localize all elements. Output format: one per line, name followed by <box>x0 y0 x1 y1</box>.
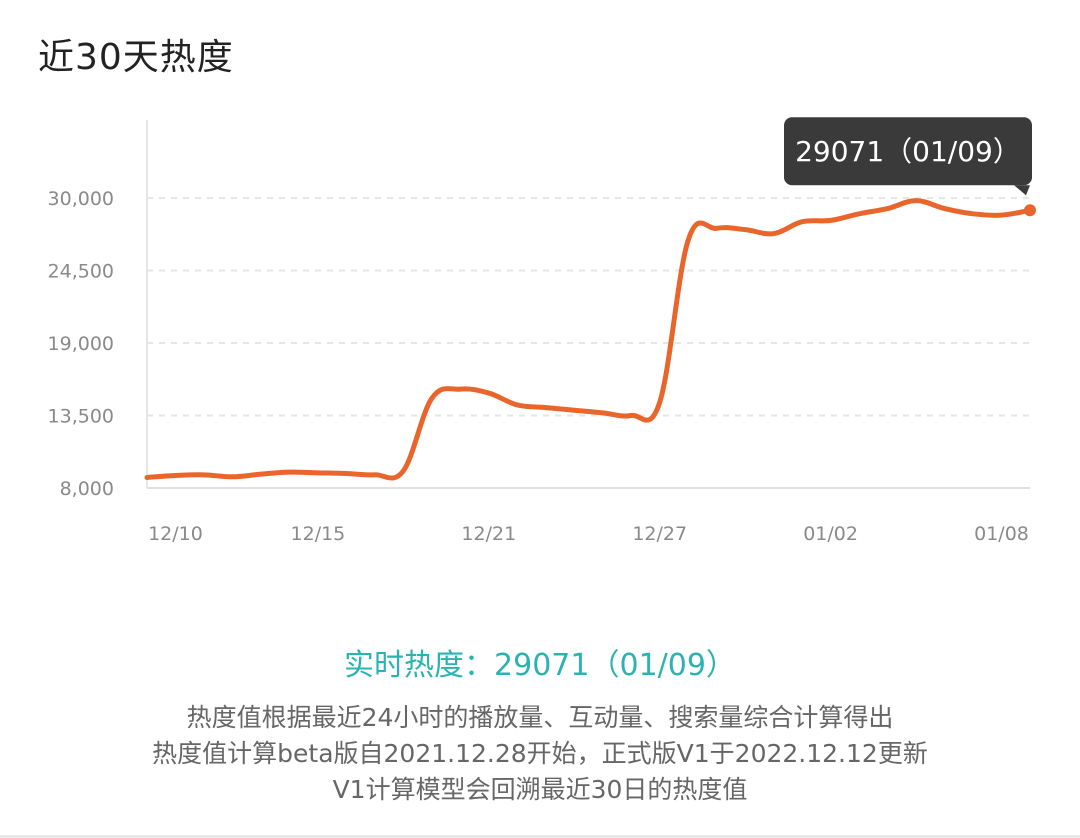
y-tick-label: 19,000 <box>48 333 114 355</box>
bottom-divider <box>0 835 1080 838</box>
series-line <box>144 198 1033 481</box>
y-tick-label: 13,500 <box>48 406 114 428</box>
description-line-3: V1计算模型会回溯最近30日的热度值 <box>332 775 748 804</box>
description-line-1: 热度值根据最近24小时的播放量、互动量、搜索量综合计算得出 <box>186 703 894 732</box>
x-tick-label: 01/08 <box>974 523 1029 545</box>
tooltip-background <box>784 117 1032 186</box>
y-tick-label: 8,000 <box>60 478 114 500</box>
x-tick-label: 01/02 <box>803 523 858 545</box>
heat-line-chart[interactable]: 8,000 13,500 19,000 24,500 30,000 12/10 12/15… <box>0 0 1080 620</box>
last-point-marker[interactable] <box>1024 204 1036 217</box>
tooltip-arrow <box>1014 185 1030 196</box>
x-axis-ticks: 12/10 12/15 12/21 12/27 01/02 01/08 <box>148 523 1029 545</box>
y-tick-label: 24,500 <box>48 261 114 283</box>
tooltip-label: 29071（01/09） <box>795 135 1021 168</box>
description-line-2: 热度值计算beta版自2021.12.28开始，正式版V1于2022.12.12… <box>152 739 928 768</box>
x-tick-label: 12/10 <box>148 523 203 545</box>
y-axis-ticks: 8,000 13,500 19,000 24,500 30,000 <box>48 188 114 500</box>
y-tick-label: 30,000 <box>48 188 114 210</box>
page-title: 近30天热度 <box>38 37 234 78</box>
realtime-heat: 实时热度：29071（01/09） <box>344 648 736 683</box>
x-tick-label: 12/21 <box>461 523 516 545</box>
x-tick-label: 12/15 <box>291 523 346 545</box>
x-tick-label: 12/27 <box>632 523 687 545</box>
value-tooltip: 29071（01/09） <box>784 117 1032 196</box>
grid-layer <box>146 120 1030 489</box>
